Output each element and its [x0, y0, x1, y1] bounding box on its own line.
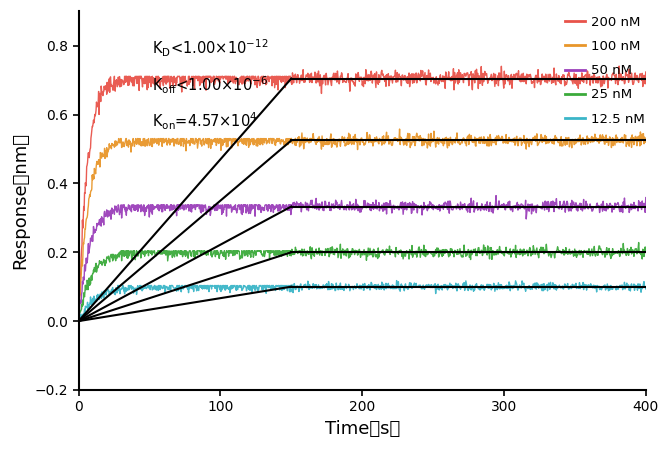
Line: 100 nM: 100 nM: [291, 129, 646, 150]
100 nM: [354, 147, 362, 152]
Line: 25 nM: 25 nM: [291, 242, 646, 260]
200 nM: [525, 72, 533, 78]
200 nM: [615, 63, 623, 69]
50 nM: [496, 204, 505, 209]
12.5 nM: [555, 282, 563, 288]
200 nM: [350, 80, 358, 86]
25 nM: [448, 248, 456, 253]
25 nM: [634, 240, 643, 245]
25 nM: [287, 253, 295, 258]
12.5 nM: [393, 278, 401, 283]
100 nM: [350, 141, 358, 147]
12.5 nM: [642, 286, 650, 291]
50 nM: [379, 207, 387, 212]
100 nM: [379, 136, 387, 142]
Line: 12.5 nM: 12.5 nM: [291, 281, 646, 294]
200 nM: [642, 69, 650, 75]
100 nM: [555, 139, 563, 145]
50 nM: [492, 193, 500, 198]
Y-axis label: Response（nm）: Response（nm）: [11, 132, 29, 269]
25 nM: [525, 251, 533, 257]
50 nM: [555, 206, 563, 211]
50 nM: [522, 216, 530, 222]
Line: 50 nM: 50 nM: [291, 196, 646, 219]
50 nM: [448, 207, 456, 212]
100 nM: [395, 126, 403, 132]
X-axis label: Time（s）: Time（s）: [324, 420, 400, 438]
25 nM: [350, 249, 358, 254]
200 nM: [496, 77, 505, 82]
200 nM: [555, 73, 563, 78]
100 nM: [449, 141, 457, 146]
50 nM: [525, 208, 533, 214]
25 nM: [642, 249, 650, 255]
12.5 nM: [379, 286, 387, 291]
12.5 nM: [449, 286, 457, 291]
200 nM: [379, 71, 387, 76]
12.5 nM: [525, 283, 533, 288]
12.5 nM: [497, 282, 505, 287]
50 nM: [350, 205, 358, 211]
Line: 200 nM: 200 nM: [291, 66, 646, 93]
12.5 nM: [431, 291, 440, 296]
100 nM: [525, 144, 533, 150]
25 nM: [362, 258, 371, 263]
100 nM: [287, 136, 295, 141]
50 nM: [642, 195, 650, 200]
200 nM: [448, 74, 456, 79]
50 nM: [287, 205, 295, 210]
25 nM: [496, 248, 505, 253]
Text: K$_\mathregular{D}$<1.00×10$^{-12}$
K$_\mathregular{off}$<1.00×10$^{-6}$
K$_\mat: K$_\mathregular{D}$<1.00×10$^{-12}$ K$_\…: [152, 38, 269, 132]
200 nM: [287, 79, 295, 84]
12.5 nM: [287, 282, 295, 288]
100 nM: [642, 140, 650, 145]
200 nM: [318, 91, 326, 96]
Legend: 200 nM, 100 nM, 50 nM, 25 nM, 12.5 nM: 200 nM, 100 nM, 50 nM, 25 nM, 12.5 nM: [560, 10, 651, 131]
25 nM: [379, 247, 387, 253]
25 nM: [555, 248, 563, 254]
12.5 nM: [350, 284, 358, 290]
100 nM: [497, 136, 505, 141]
